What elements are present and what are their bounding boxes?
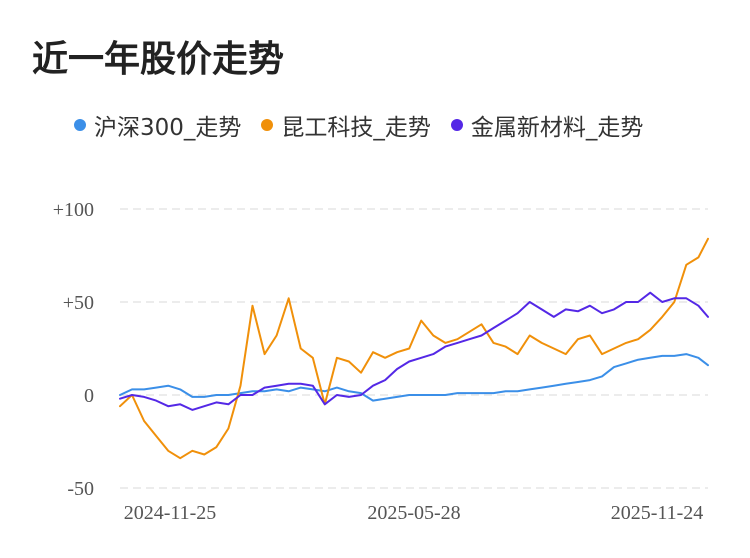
y-tick-label: +100 xyxy=(53,199,94,221)
chart-title: 近一年股价走势 xyxy=(32,39,285,80)
legend-label: 昆工科技_走势 xyxy=(281,115,431,141)
x-tick-label: 2025-11-24 xyxy=(611,502,704,524)
series-line-metal[interactable] xyxy=(119,291,709,411)
tick-layer: +100 +50 0 -50 2024-11-25 2025-05-28 2025-11-2… xyxy=(53,199,704,524)
x-tick-label: 2024-11-25 xyxy=(124,502,217,524)
x-tick-label: 2025-05-28 xyxy=(367,502,460,524)
series-line-kungong[interactable] xyxy=(119,237,709,460)
y-tick-label: -50 xyxy=(67,478,94,500)
legend-item-hs300[interactable]: 沪深300_走势 xyxy=(74,108,241,142)
legend-item-kungong[interactable]: 昆工科技_走势 xyxy=(261,108,431,142)
series-layer xyxy=(119,237,709,460)
legend-label: 金属新材料_走势 xyxy=(470,115,644,141)
series-line-hs300[interactable] xyxy=(119,353,709,402)
legend-dot-icon xyxy=(261,119,274,131)
legend-label: 沪深300_走势 xyxy=(94,115,242,141)
y-tick-label: 0 xyxy=(84,385,94,407)
grid-layer xyxy=(120,208,708,489)
legend-dot-icon xyxy=(450,119,463,131)
y-tick-label: +50 xyxy=(63,292,94,314)
chart-legend: 沪深300_走势 昆工科技_走势 金属新材料_走势 xyxy=(74,108,663,142)
legend-item-metal[interactable]: 金属新材料_走势 xyxy=(450,108,644,142)
legend-dot-icon xyxy=(74,119,86,131)
